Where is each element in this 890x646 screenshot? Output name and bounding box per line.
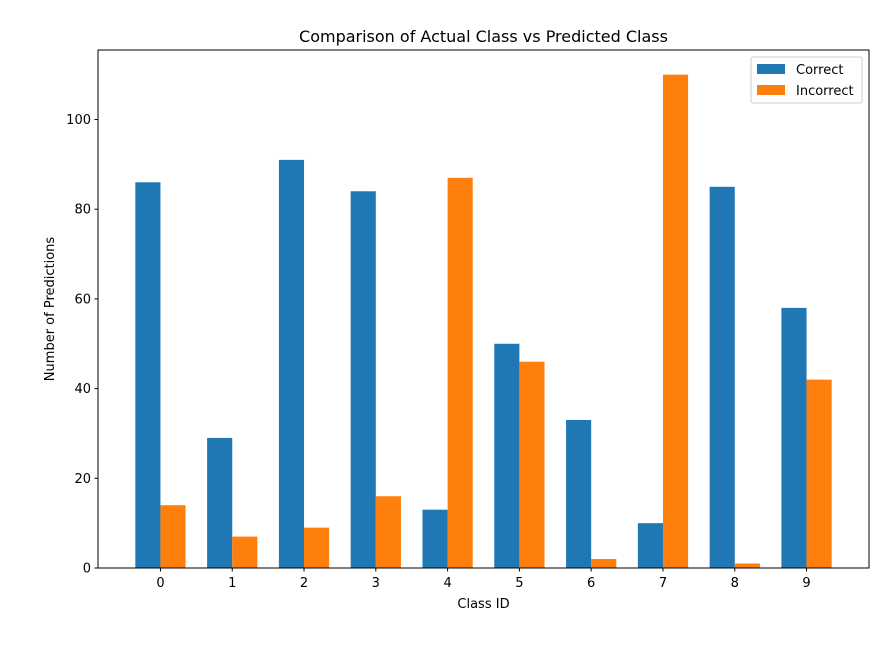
- bar-incorrect-class-3: [375, 496, 401, 568]
- bar-correct-class-6: [566, 420, 592, 568]
- y-tick-label: 40: [74, 382, 91, 397]
- x-tick-label: 5: [515, 576, 523, 591]
- bar-incorrect-class-4: [447, 177, 473, 568]
- bar-correct-class-8: [709, 186, 735, 568]
- bar-incorrect-class-6: [591, 559, 617, 568]
- bar-correct-class-7: [637, 523, 663, 568]
- bar-incorrect-class-0: [160, 505, 186, 568]
- x-tick-label: 7: [659, 576, 667, 591]
- bar-correct-class-1: [207, 437, 233, 568]
- y-tick-label: 80: [74, 203, 91, 218]
- bar-correct-class-0: [135, 182, 161, 568]
- legend: Correct Incorrect: [750, 56, 863, 104]
- x-tick-label: 6: [587, 576, 595, 591]
- x-tick-label: 2: [300, 576, 308, 591]
- bar-correct-class-4: [422, 509, 448, 568]
- x-tick-label: 0: [156, 576, 164, 591]
- bar-incorrect-class-1: [232, 536, 258, 568]
- legend-label-correct: Correct: [796, 63, 843, 78]
- y-tick-label: 20: [74, 472, 91, 487]
- bar-correct-class-3: [350, 191, 376, 569]
- x-axis-label: Class ID: [457, 597, 509, 612]
- bar-incorrect-class-7: [662, 74, 689, 569]
- legend-label-incorrect: Incorrect: [796, 84, 854, 99]
- bar-incorrect-class-5: [519, 361, 545, 568]
- x-tick-label: 4: [443, 576, 451, 591]
- y-tick-label: 60: [74, 292, 91, 307]
- y-axis-label: Number of Predictions: [43, 237, 58, 382]
- plot-area-frame: [97, 49, 870, 569]
- x-axis-ticks: 0 1 2 3 4 5 6 7 8 9: [156, 568, 811, 591]
- y-axis-ticks: 0 20 40 60 80 100: [66, 113, 98, 577]
- legend-swatch-incorrect: [757, 85, 785, 95]
- chart-title: Comparison of Actual Class vs Predicted …: [299, 27, 668, 46]
- bar-correct-class-2: [278, 159, 305, 568]
- x-tick-label: 8: [731, 576, 739, 591]
- bar-correct-class-5: [494, 343, 520, 568]
- bar-incorrect-class-9: [806, 379, 832, 568]
- bar-correct-class-9: [781, 307, 807, 568]
- x-tick-label: 1: [228, 576, 236, 591]
- bars-group: [135, 74, 832, 569]
- bar-incorrect-class-8: [734, 563, 760, 568]
- x-tick-label: 9: [802, 576, 810, 591]
- bar-incorrect-class-2: [304, 527, 330, 568]
- legend-swatch-correct: [757, 64, 785, 74]
- y-tick-label: 0: [83, 562, 91, 577]
- x-tick-label: 3: [372, 576, 380, 591]
- y-tick-label: 100: [66, 113, 91, 128]
